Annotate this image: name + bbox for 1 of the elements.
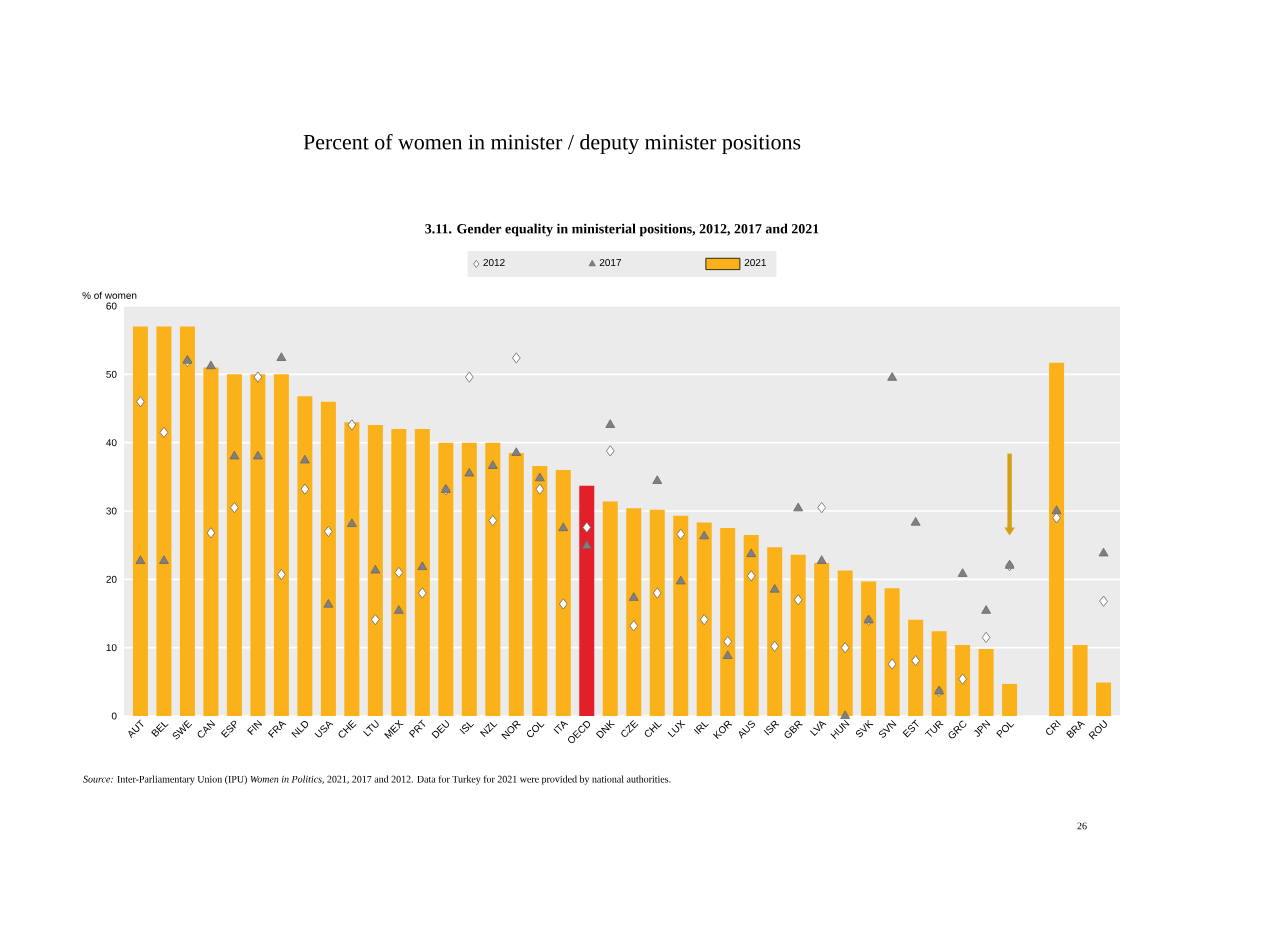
chart-title: Percent of women in minister / deputy minister positions [303, 133, 801, 155]
